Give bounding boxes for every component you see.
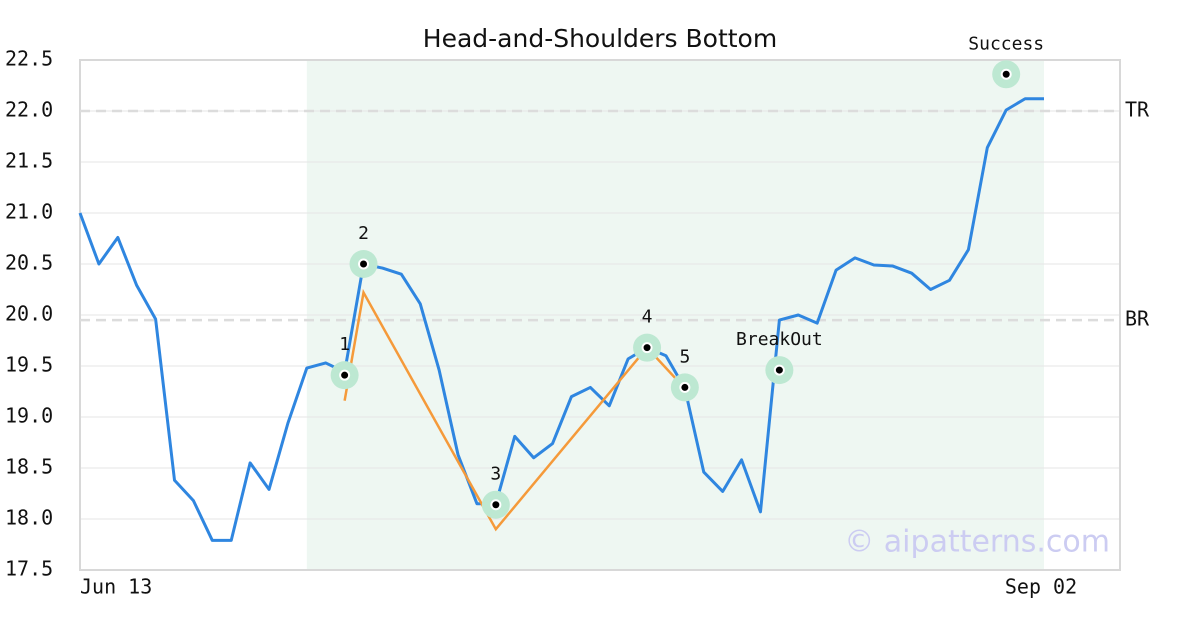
x-tick-label: Sep 02 (1005, 575, 1077, 599)
plot-frame (79, 59, 1121, 571)
y-tick-label: 17.5 (5, 557, 53, 581)
reference-label: BR (1125, 307, 1150, 331)
price-line (78, 97, 1044, 542)
marker-label: BreakOut (736, 329, 823, 350)
y-tick-label: 20.5 (5, 251, 53, 275)
marker-label: 1 (339, 334, 350, 355)
marker (339, 369, 351, 381)
marker-label: 3 (490, 464, 501, 485)
y-tick-label: 21.0 (5, 200, 53, 224)
pattern-line (343, 288, 686, 532)
marker (358, 258, 370, 270)
marker (679, 381, 691, 393)
x-tick-label: Jun 13 (80, 575, 152, 599)
marker (773, 364, 785, 376)
marker-label: Success (968, 33, 1044, 54)
y-tick-label: 22.5 (5, 47, 53, 71)
y-tick-label: 19.0 (5, 404, 53, 428)
y-tick-label: 18.5 (5, 455, 53, 479)
y-tick-label: 21.5 (5, 149, 53, 173)
marker-label: 2 (358, 223, 369, 244)
watermark: © aipatterns.com (844, 525, 1110, 560)
y-tick-label: 19.5 (5, 353, 53, 377)
y-tick-label: 18.0 (5, 506, 53, 530)
marker (1000, 68, 1012, 80)
marker-label: 4 (642, 307, 653, 328)
marker (490, 499, 502, 511)
marker (641, 342, 653, 354)
chart-title: Head-and-Shoulders Bottom (423, 24, 777, 53)
reference-label: TR (1125, 98, 1150, 122)
marker-label: 5 (679, 346, 690, 367)
y-tick-label: 22.0 (5, 98, 53, 122)
y-tick-label: 20.0 (5, 302, 53, 326)
